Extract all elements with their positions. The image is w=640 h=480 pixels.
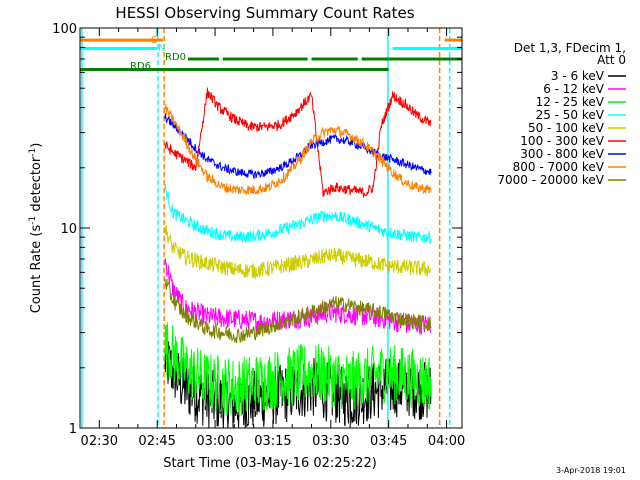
axis-ticks: 02:30 02:45 03:00 03:15 03:30 03:45 04:00 1 10 10…	[52, 22, 465, 449]
legend-label: 50 - 100 keV	[528, 121, 605, 135]
series-line-2	[164, 322, 432, 417]
y-axis-label-sup2: -1	[28, 148, 38, 157]
x-tick-label: 03:45	[370, 434, 407, 449]
legend-header-line-1: Det 1,3, FDecim 1,	[514, 41, 626, 55]
series-line-5	[164, 87, 432, 198]
x-tick-label: 02:30	[81, 434, 118, 449]
legend-label: 7000 - 20000 keV	[497, 173, 604, 187]
x-tick-label: 03:00	[196, 434, 233, 449]
series-line-6	[164, 113, 432, 179]
y-tick-label: 1	[69, 422, 77, 437]
x-tick-label: 02:45	[138, 434, 175, 449]
series-line-3	[164, 183, 432, 245]
flag-label: N	[158, 43, 165, 54]
series-line-8	[164, 278, 432, 344]
x-tick-label: 04:00	[428, 434, 465, 449]
legend-label: 3 - 6 keV	[551, 69, 605, 83]
y-axis-label-mid: detector	[29, 156, 44, 216]
x-tick-label: 03:30	[312, 434, 349, 449]
series-line-1	[164, 258, 432, 335]
series-line-7	[164, 104, 432, 196]
series-lines	[164, 87, 432, 428]
legend-label: 6 - 12 keV	[543, 82, 605, 96]
y-tick-label: 100	[52, 22, 77, 37]
legend-label: 300 - 800 keV	[520, 147, 604, 161]
legend-label: 25 - 50 keV	[536, 108, 605, 122]
timestamp: 3-Apr-2018 19:01	[556, 466, 626, 475]
flag-label: RD6	[130, 61, 151, 72]
y-tick-label: 10	[60, 222, 77, 237]
legend-label: 800 - 7000 keV	[513, 160, 605, 174]
x-tick-label: 03:15	[254, 434, 291, 449]
legend-label: 12 - 25 keV	[536, 95, 605, 109]
series-line-4	[164, 224, 432, 280]
flag-label: RD0	[165, 52, 186, 63]
chart-title: HESSI Observing Summary Count Rates	[115, 4, 414, 22]
flag-label: S	[151, 35, 157, 46]
legend-header-line-2: Att 0	[597, 53, 626, 67]
legend-label: 100 - 300 keV	[520, 134, 604, 148]
y-axis-label: Count Rate (s-1 detector-1)	[28, 143, 44, 314]
x-axis-label: Start Time (03-May-16 02:25:22)	[163, 456, 377, 471]
y-axis-label-sup: -1	[28, 216, 38, 225]
y-axis-label-end: )	[29, 143, 44, 148]
y-axis-label-start: Count Rate (s	[29, 225, 44, 314]
